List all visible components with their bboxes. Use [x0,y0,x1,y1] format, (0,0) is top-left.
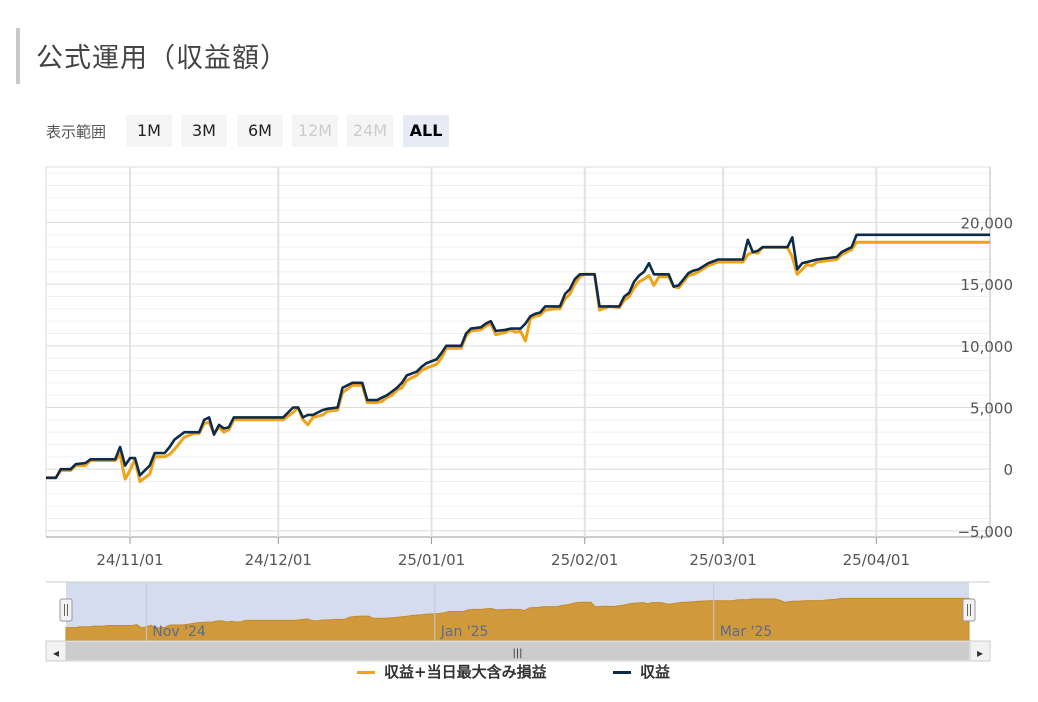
series-line-profit [46,233,990,480]
scroll-right-button[interactable] [969,640,991,662]
y-tick-label: 10,000 [961,338,1014,356]
x-tick-label: 24/12/01 [245,551,312,569]
y-tick-label: 5,000 [970,400,1013,418]
page-title: 公式運用（収益額） [36,43,288,74]
y-tick-label: 20,000 [961,215,1014,233]
range-selector-label: 表示範囲 [46,123,107,141]
legend-item-total[interactable]: 収益+当日最大含み損益 [384,663,547,681]
scrollbar-grip: ||| [512,648,522,659]
navigator-label: Mar '25 [720,624,773,640]
x-tick-label: 25/03/01 [689,551,756,569]
range-button-all[interactable]: ALL [403,115,449,147]
x-tick-label: 24/11/01 [96,551,163,569]
navigator-scrollbar-thumb[interactable] [66,642,969,660]
title-accent-bar [16,28,20,84]
range-button-12m: 12M [292,115,338,147]
chevron-left-icon: ◂ [53,646,59,660]
chevron-right-icon: ▸ [977,646,983,660]
legend-item-profit[interactable]: 収益 [640,663,671,681]
range-button-24m: 24M [347,115,393,147]
x-tick-label: 25/04/01 [843,551,910,569]
scroll-left-button[interactable] [45,640,67,662]
navigator-label: Nov '24 [152,624,206,640]
x-tick-label: 25/02/01 [551,551,618,569]
navigator-label: Jan '25 [440,624,489,640]
range-button-6m[interactable]: 6M [237,115,283,147]
range-button-1m[interactable]: 1M [126,115,172,147]
plot-frame [45,166,991,538]
range-button-3m[interactable]: 3M [181,115,227,147]
navigator-scrollbar-track[interactable] [45,640,991,662]
x-tick-label: 25/01/01 [398,551,465,569]
y-tick-label: −5,000 [957,523,1013,541]
chart-legend: 収益+当日最大含み損益 収益 [0,659,1038,685]
navigator-handle-left[interactable] [59,598,73,622]
navigator-area [65,597,970,642]
legend-swatch-total [357,671,375,674]
y-tick-label: 0 [1003,461,1013,479]
legend-swatch-profit [613,671,631,674]
navigator-selected-range[interactable] [66,582,969,641]
navigator-handle-right[interactable] [962,598,976,622]
series-line-total [46,240,990,483]
y-tick-label: 15,000 [961,276,1014,294]
